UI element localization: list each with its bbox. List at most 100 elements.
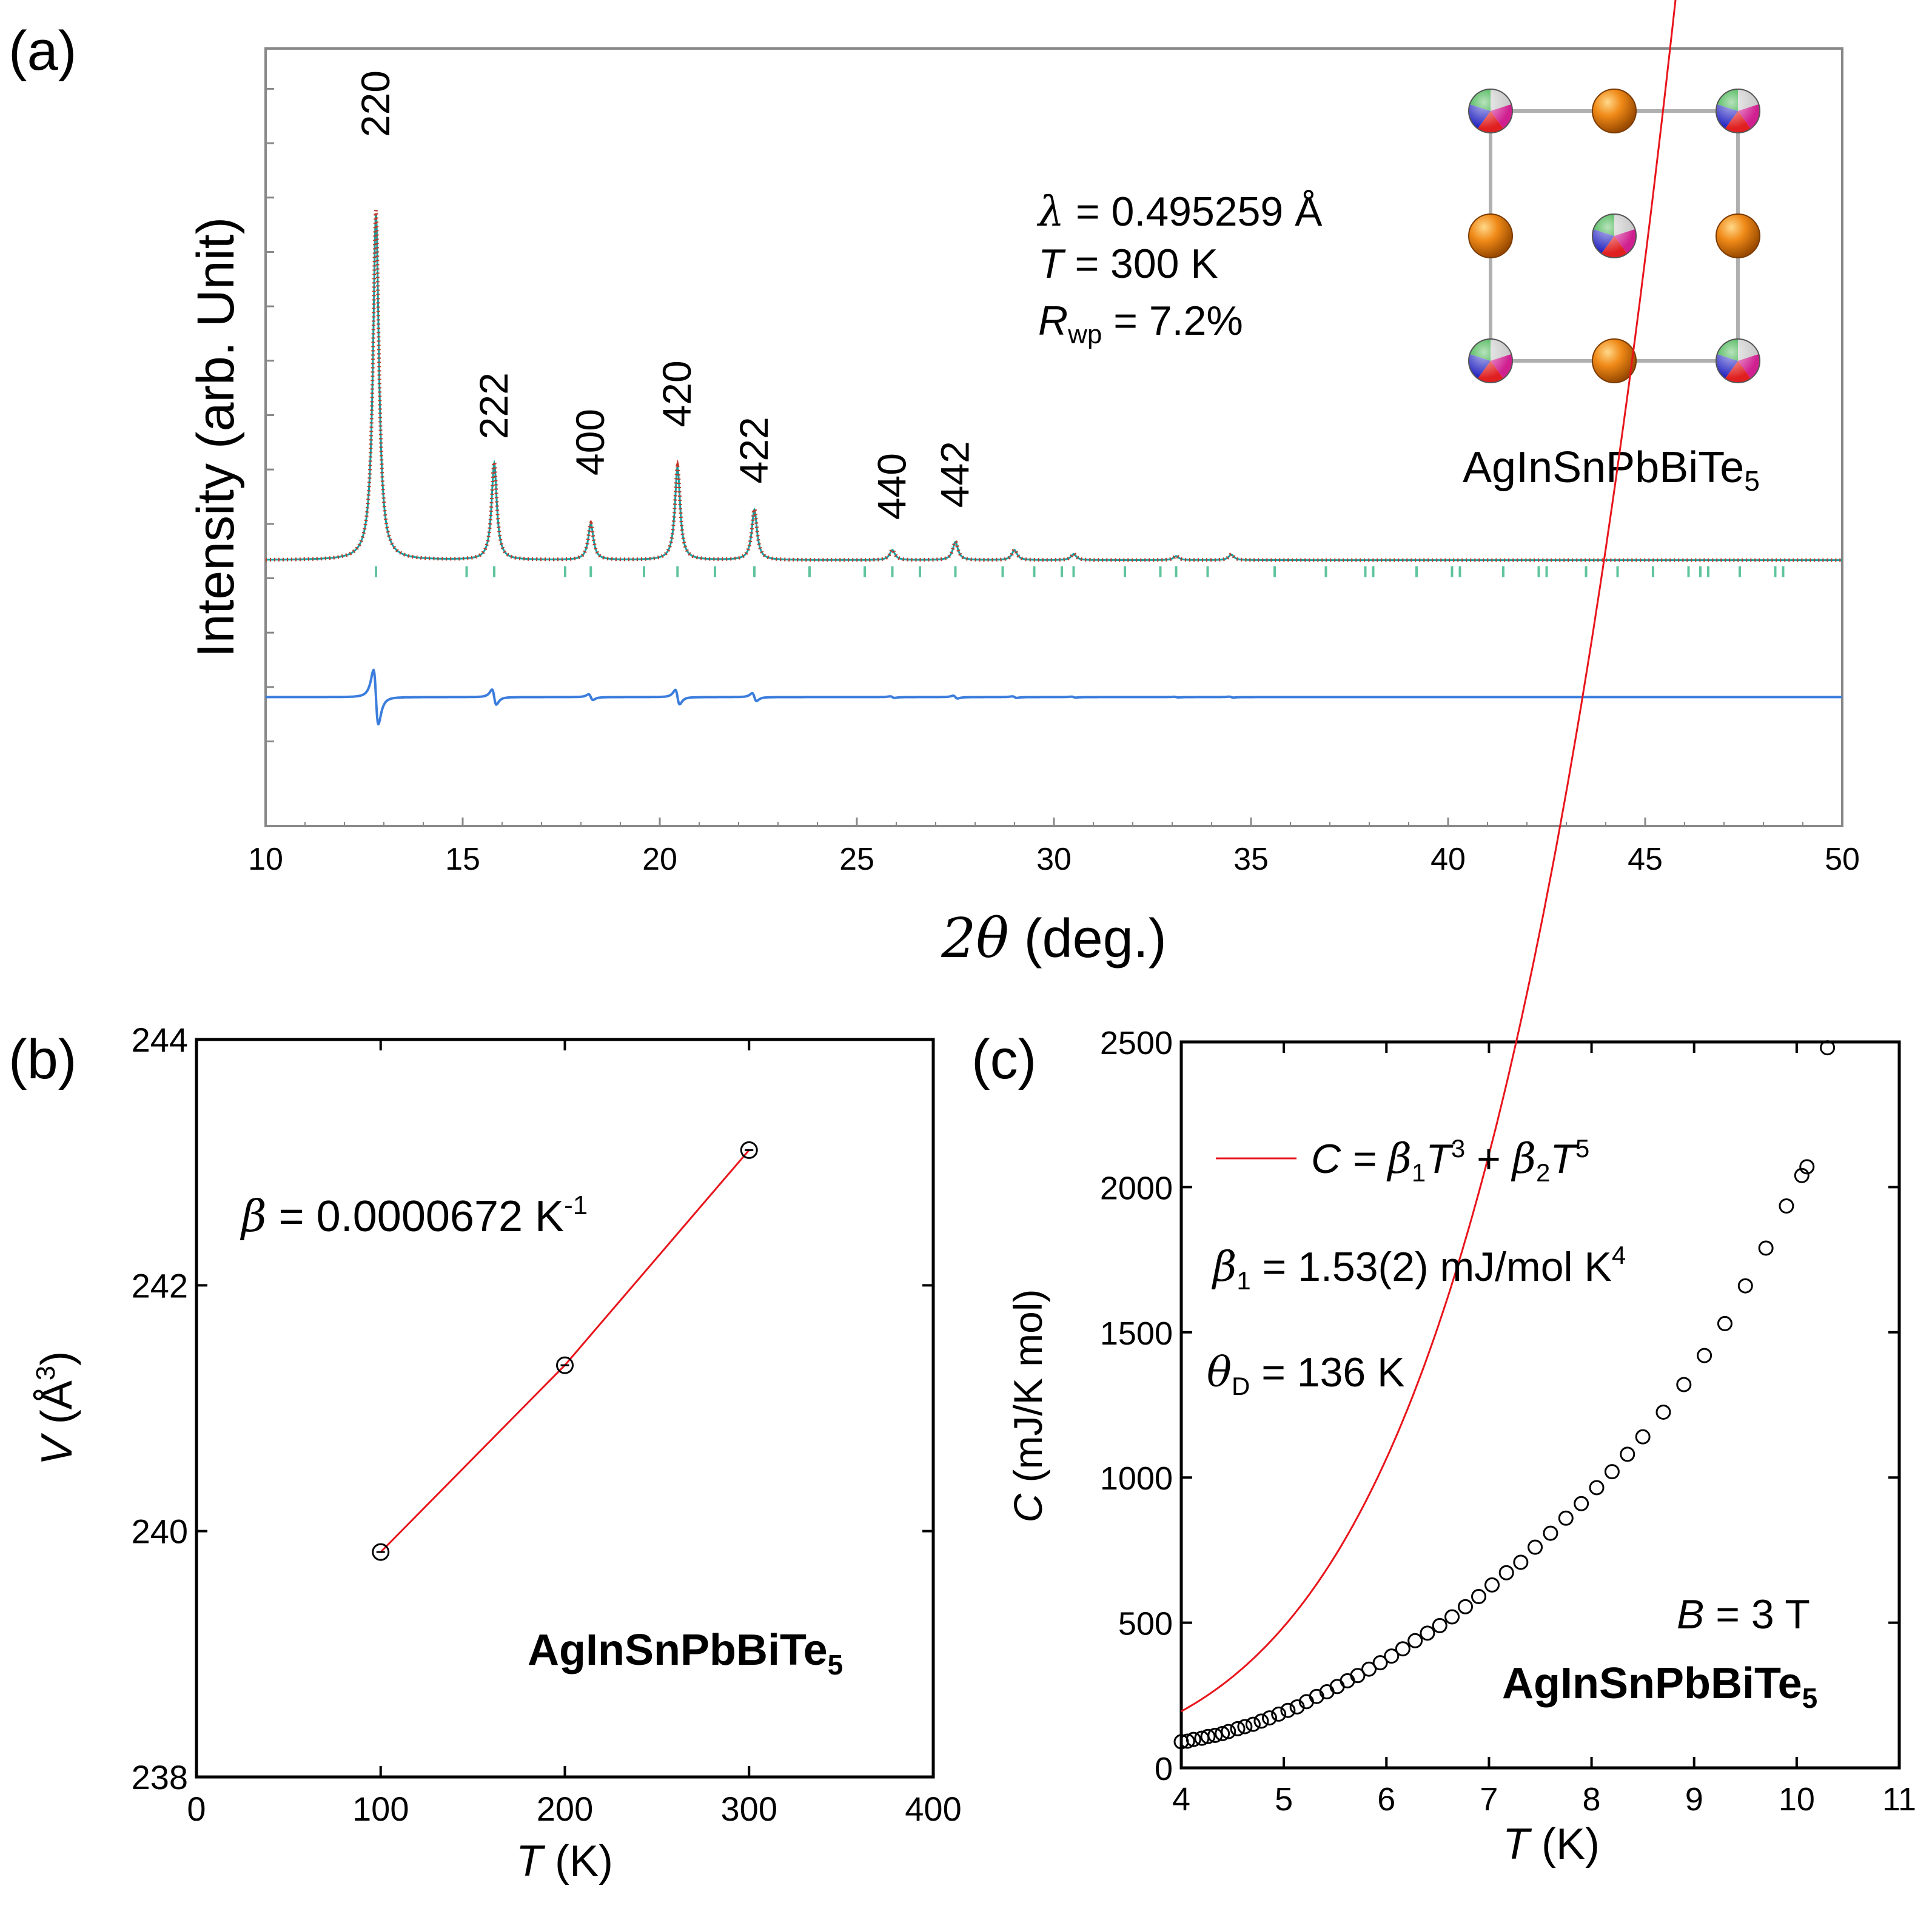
panel-b: (b) 0 100 200 300 400 238 240 242 244 T (K) V (…: [8, 1021, 962, 1886]
b-y-close: ): [33, 1351, 81, 1366]
b-y-tick-label: 240: [132, 1513, 188, 1551]
c-data-point: [1635, 1429, 1651, 1445]
c-data-point: [1444, 1609, 1460, 1625]
panel-label-c: (c): [971, 1029, 1036, 1090]
a-x-axis-symbol: 2θ: [941, 907, 1008, 970]
c-formula: AgInSnPbBiTe5: [1502, 1659, 1817, 1714]
c-legend-beta2-sub: 2: [1536, 1158, 1550, 1187]
atom-te: [1592, 89, 1637, 133]
c-b-value: = 3 T: [1704, 1591, 1810, 1637]
c-data-point: [1589, 1480, 1605, 1496]
b-y-unit: (Å: [33, 1380, 81, 1436]
c-data-point: [1329, 1679, 1345, 1694]
b-formula: AgInSnPbBiTe5: [528, 1626, 843, 1681]
c-ticks: [1180, 1041, 1900, 1769]
c-data-point: [1543, 1525, 1558, 1541]
peak-label: 440: [870, 453, 914, 520]
c-data-point: [1484, 1577, 1500, 1593]
lambda-symbol: λ: [1036, 188, 1064, 236]
c-y-tick-labels: 0 500 1000 1500 2000 2500: [1100, 1025, 1173, 1787]
c-data-point: [1717, 1315, 1732, 1331]
b-y-sup: 3: [31, 1366, 61, 1380]
c-legend-t1-sup: 3: [1451, 1134, 1465, 1163]
wavelength-annotation: λ = 0.495259 Å: [1036, 188, 1323, 236]
c-data-point: [1200, 1728, 1216, 1744]
c-b-symbol: B: [1677, 1591, 1704, 1637]
b-x-tick-label: 200: [537, 1790, 593, 1828]
c-data-point: [1253, 1713, 1269, 1729]
c-data-point: [1471, 1589, 1487, 1605]
b-data-points: [372, 1141, 758, 1561]
b-beta-value: = 0.0000672 K: [267, 1192, 564, 1241]
c-data-point: [1245, 1716, 1261, 1732]
a-x-tick-label: 10: [248, 842, 283, 877]
c-formula-text: AgInSnPbBiTe: [1502, 1659, 1802, 1708]
a-x-tick-label: 25: [839, 842, 874, 877]
b-x-unit: (K): [543, 1837, 613, 1886]
c-x-tick-labels: 4 5 6 7 8 9 10 11: [1172, 1781, 1916, 1818]
atom-mixed-site: [1468, 338, 1513, 383]
c-x-axis-label: T (K): [1503, 1820, 1600, 1869]
c-legend-beta2: β: [1511, 1135, 1536, 1183]
b-x-tick-label: 100: [352, 1790, 409, 1828]
atom-te: [1592, 338, 1637, 383]
c-x-tick-label: 8: [1583, 1781, 1601, 1818]
c-data-point: [1207, 1727, 1223, 1743]
c-data-point: [1350, 1668, 1366, 1684]
b-data-point: [740, 1141, 758, 1159]
b-y-symbol: V: [33, 1432, 81, 1465]
a-x-tick-label: 40: [1431, 842, 1466, 877]
b-beta-annotation: β = 0.0000672 K-1: [240, 1191, 588, 1241]
a-x-tick-label: 45: [1628, 842, 1663, 877]
b-x-axis-label: T (K): [516, 1837, 613, 1886]
peak-label: 442: [933, 441, 978, 508]
a-x-tick-label: 35: [1233, 842, 1269, 877]
rwp-annotation: Rwp = 7.2%: [1038, 298, 1243, 349]
c-data-point: [1558, 1510, 1574, 1526]
c-beta-sup: 4: [1612, 1241, 1626, 1269]
b-y-tick-label: 244: [132, 1021, 188, 1059]
panel-label-b: (b): [8, 1029, 76, 1090]
c-data-point: [1574, 1496, 1589, 1511]
c-x-tick-label: 9: [1685, 1781, 1703, 1818]
c-data-point: [1237, 1719, 1253, 1735]
b-data-point: [556, 1356, 574, 1374]
c-data-point: [1280, 1702, 1296, 1718]
a-x-tick-label: 50: [1825, 842, 1860, 877]
atom-te: [1468, 213, 1513, 258]
c-beta-annotation: β1 = 1.53(2) mJ/mol K4: [1211, 1241, 1626, 1295]
atom-te: [1716, 213, 1760, 258]
c-data-point: [1779, 1198, 1794, 1214]
c-x-tick-label: 4: [1172, 1781, 1190, 1818]
c-x-unit: (K): [1529, 1820, 1600, 1869]
b-x-tick-label: 300: [721, 1790, 777, 1828]
a-y-axis-label: Intensity (arb. Unit): [187, 217, 245, 657]
b-x-symbol: T: [516, 1837, 546, 1886]
c-beta-value: = 1.53(2) mJ/mol K: [1251, 1244, 1612, 1290]
c-data-point: [1271, 1706, 1287, 1722]
inset-formula-text: AgInSnPbBiTe: [1463, 443, 1744, 492]
peak-label: 420: [654, 360, 699, 427]
c-y-tick-label: 2500: [1100, 1025, 1173, 1061]
atom-mixed-site: [1468, 89, 1513, 133]
c-x-tick-label: 11: [1882, 1781, 1916, 1818]
c-data-point: [1697, 1348, 1712, 1363]
difference-curve: [266, 668, 1842, 726]
c-data-point: [1261, 1710, 1277, 1726]
c-fit-curve: [1181, 0, 1677, 1713]
c-data-point: [1432, 1617, 1447, 1633]
b-y-tick-labels: 238 240 242 244: [132, 1021, 188, 1796]
c-field-annotation: B = 3 T: [1677, 1591, 1810, 1637]
c-x-tick-label: 6: [1377, 1781, 1395, 1818]
c-theta-annotation: θD = 136 K: [1207, 1349, 1405, 1400]
peak-label: 422: [731, 417, 776, 483]
c-data-point: [1384, 1648, 1400, 1664]
inset-formula: AgInSnPbBiTe5: [1463, 443, 1760, 497]
c-data-points: [1173, 1040, 1836, 1750]
c-data-point: [1230, 1721, 1246, 1736]
c-legend-prefix: C =: [1311, 1136, 1388, 1182]
plot-frame-c: [1179, 1040, 1901, 1770]
c-data-point: [1676, 1377, 1692, 1392]
c-theta-symbol: θ: [1207, 1349, 1232, 1397]
